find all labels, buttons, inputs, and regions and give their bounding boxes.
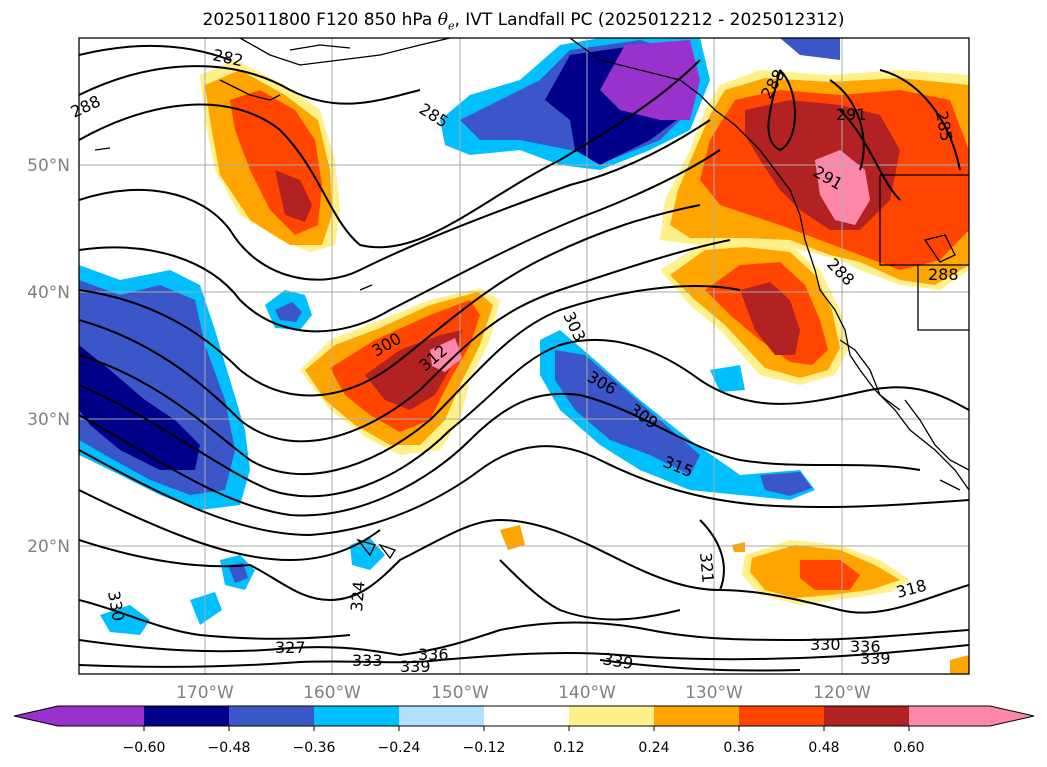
colorbar-tick-label: −0.60 — [123, 740, 166, 756]
contour-label: 339 — [400, 657, 431, 676]
positive-core — [800, 560, 860, 590]
lat-labels: 50°N 40°N 30°N 20°N — [27, 156, 70, 557]
negative-patch — [228, 563, 248, 583]
colorbar-extend-low — [14, 706, 58, 726]
contour-label: 288 — [928, 265, 959, 284]
colorbar-tick-label: −0.36 — [293, 740, 336, 756]
positive-patch — [732, 542, 745, 552]
contour-label: 336 — [418, 645, 449, 664]
colorbar-tick-label: −0.48 — [208, 740, 251, 756]
colorbar-tick-label: 0.12 — [553, 740, 584, 756]
figure-title: 2025011800 F120 850 hPa θe, IVT Landfall… — [202, 10, 845, 33]
colorbar-segment — [484, 706, 569, 726]
theta-e-contours — [79, 44, 969, 672]
lon-label: 150°W — [431, 683, 489, 703]
negative-region — [600, 40, 700, 120]
colorbar-segment — [314, 706, 399, 726]
coastlines — [94, 38, 969, 560]
negative-patch — [710, 365, 745, 392]
contour-label: 333 — [352, 651, 383, 670]
colorbar-segment — [58, 706, 144, 726]
contour-label: 321 — [696, 552, 718, 584]
negative-patch — [100, 605, 150, 635]
contour-label: 327 — [275, 638, 306, 657]
colorbar-segment — [654, 706, 739, 726]
colorbar-tick-label: 0.24 — [638, 740, 669, 756]
colorbar-segment — [739, 706, 824, 726]
lon-label: 120°W — [813, 683, 871, 703]
contour-label: 324 — [347, 580, 369, 612]
lon-labels: 170°W 160°W 150°W 140°W 130°W 120°W — [176, 683, 871, 703]
colorbar-segment — [569, 706, 654, 726]
positive-core — [275, 170, 312, 222]
contour-label: 330 — [810, 635, 841, 654]
lon-label: 130°W — [685, 683, 743, 703]
colorbar-tick-label: 0.48 — [808, 740, 839, 756]
negative-patch — [190, 592, 222, 625]
lat-label: 30°N — [27, 410, 70, 430]
colorbar-tick-label: 0.36 — [723, 740, 754, 756]
colorbar-tick-label: −0.12 — [463, 740, 506, 756]
contour-label: 336 — [850, 637, 881, 656]
lat-label: 20°N — [27, 537, 70, 557]
colorbar-extend-high — [990, 706, 1034, 726]
contour-label: 291 — [836, 105, 867, 124]
colorbar-tick-label: 0.60 — [893, 740, 924, 756]
colorbar-segment — [229, 706, 314, 726]
contour-label: 339 — [860, 649, 891, 668]
lat-label: 40°N — [27, 283, 70, 303]
lon-label: 160°W — [303, 683, 361, 703]
positive-max — [430, 338, 462, 372]
map-frame — [78, 37, 970, 675]
negative-patch — [760, 472, 812, 496]
colorbar-segment — [824, 706, 909, 726]
negative-patch — [780, 38, 840, 60]
colorbar-tick-label: −0.24 — [378, 740, 421, 756]
negative-region — [79, 345, 200, 470]
positive-patch — [500, 525, 525, 550]
colorbar-segment — [909, 706, 990, 726]
ivt-shading — [79, 38, 969, 674]
lon-label: 140°W — [558, 683, 616, 703]
colorbar: −0.60 −0.48 −0.36 −0.24 −0.12 0.12 0.24 … — [13, 705, 1035, 756]
positive-core — [740, 282, 800, 355]
colorbar-outline — [13, 705, 1035, 727]
positive-patch — [950, 655, 969, 674]
lat-label: 50°N — [27, 156, 70, 176]
negative-region — [540, 330, 815, 500]
colorbar-segment — [144, 706, 229, 726]
colorbar-segment — [399, 706, 484, 726]
negative-patch — [275, 302, 302, 322]
lon-label: 170°W — [176, 683, 234, 703]
